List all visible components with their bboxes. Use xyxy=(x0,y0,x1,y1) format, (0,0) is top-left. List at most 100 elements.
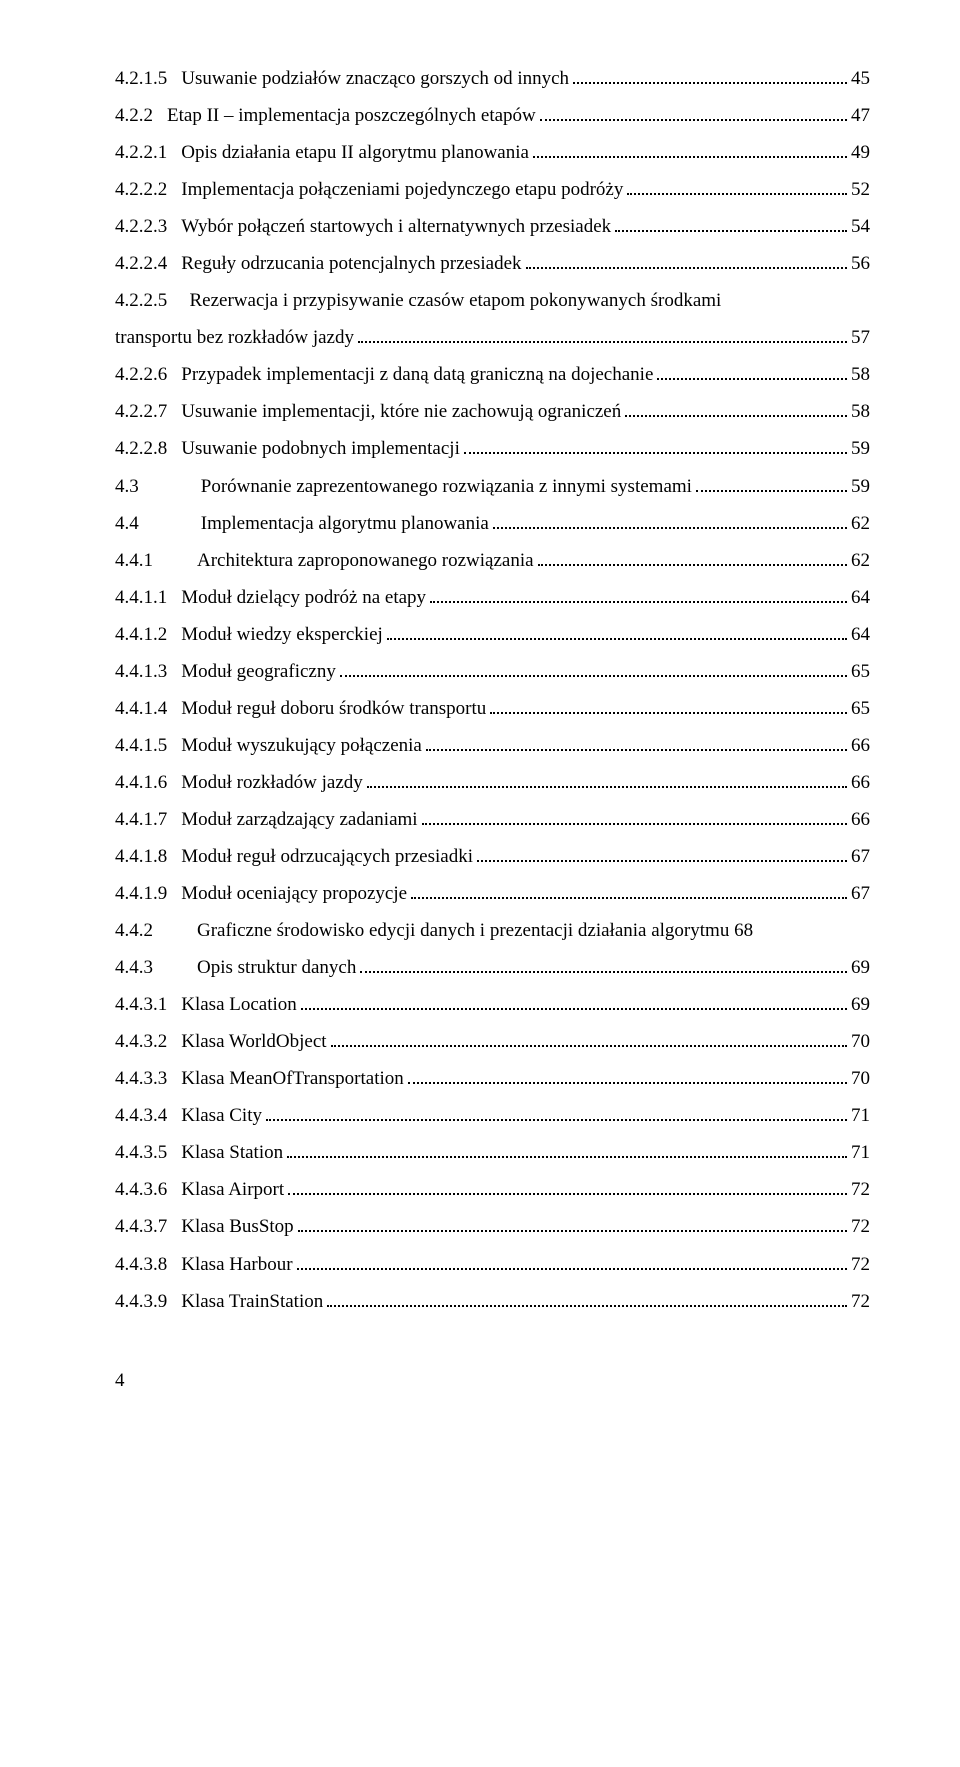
toc-leader-dots xyxy=(367,771,847,788)
toc-entry: 4.4.1.3Moduł geograficzny65 xyxy=(115,653,870,690)
toc-title: Moduł wiedzy eksperckiej xyxy=(181,616,383,653)
toc-entry: 4.4.3.7Klasa BusStop72 xyxy=(115,1208,870,1245)
toc-leader-dots xyxy=(331,1030,847,1047)
toc-number: 4.2.2 xyxy=(115,97,167,134)
toc-page-number: 67 xyxy=(851,838,870,875)
toc-entry: 4.2.2.1Opis działania etapu II algorytmu… xyxy=(115,134,870,171)
toc-number: 4.4.3.2 xyxy=(115,1023,181,1060)
toc-page-number: 62 xyxy=(851,542,870,579)
toc-title: Usuwanie podziałów znacząco gorszych od … xyxy=(181,60,569,97)
toc-number: 4.2.2.4 xyxy=(115,245,181,282)
toc-leader-dots xyxy=(526,252,847,269)
toc-page-number: 71 xyxy=(851,1134,870,1171)
toc-entry: 4.4.3Opis struktur danych69 xyxy=(115,949,870,986)
toc-title: Klasa BusStop xyxy=(181,1208,293,1245)
toc-number: 4.2.2.3 xyxy=(115,208,181,245)
toc-number: 4.2.1.5 xyxy=(115,60,181,97)
toc-title-cont: transportu bez rozkładów jazdy xyxy=(115,319,354,356)
toc-title: Przypadek implementacji z daną datą gran… xyxy=(181,356,653,393)
toc-number: 4.4.1.2 xyxy=(115,616,181,653)
toc-number: 4.4.1.3 xyxy=(115,653,181,690)
toc-page-number: 45 xyxy=(851,60,870,97)
toc-entry: 4.2.1.5Usuwanie podziałów znacząco gorsz… xyxy=(115,60,870,97)
toc-title: Klasa WorldObject xyxy=(181,1023,326,1060)
toc-leader-dots xyxy=(430,585,847,602)
toc-number: 4.4.3.6 xyxy=(115,1171,181,1208)
toc-leader-dots xyxy=(288,1178,847,1195)
toc-title: Klasa Location xyxy=(181,986,297,1023)
toc-leader-dots xyxy=(625,400,847,417)
toc-entry: 4.4.3.1Klasa Location69 xyxy=(115,986,870,1023)
toc-page-number: 64 xyxy=(851,579,870,616)
toc-leader-dots xyxy=(298,1215,847,1232)
toc-title: Reguły odrzucania potencjalnych przesiad… xyxy=(181,245,521,282)
toc-page-number: 72 xyxy=(851,1208,870,1245)
toc-entry: 4.4.3.8Klasa Harbour 72 xyxy=(115,1246,870,1283)
toc-title: Klasa Station xyxy=(181,1134,283,1171)
toc-page-number: 58 xyxy=(851,356,870,393)
toc-page-number: 67 xyxy=(851,875,870,912)
toc-page-number: 59 xyxy=(851,468,870,505)
toc-list: 4.2.1.5Usuwanie podziałów znacząco gorsz… xyxy=(115,60,870,1320)
toc-leader-dots xyxy=(696,474,847,491)
toc-leader-dots xyxy=(387,623,847,640)
toc-title: Klasa MeanOfTransportation xyxy=(181,1060,404,1097)
toc-entry: 4.4.1.8Moduł reguł odrzucających przesia… xyxy=(115,838,870,875)
toc-leader-dots xyxy=(573,67,847,84)
toc-entry: 4.4Implementacja algorytmu planowania62 xyxy=(115,505,870,542)
toc-number: 4.4.3.8 xyxy=(115,1246,181,1283)
toc-entry: 4.4.1.2Moduł wiedzy eksperckiej 64 xyxy=(115,616,870,653)
toc-title: Moduł oceniający propozycje xyxy=(181,875,407,912)
toc-title: Moduł rozkładów jazdy xyxy=(181,764,363,801)
toc-number: 4.3 xyxy=(115,468,201,505)
toc-title: Klasa City xyxy=(181,1097,262,1134)
toc-title: Moduł geograficzny xyxy=(181,653,336,690)
toc-title: Opis działania etapu II algorytmu planow… xyxy=(181,134,529,171)
toc-entry: 4.4.1.1Moduł dzielący podróż na etapy64 xyxy=(115,579,870,616)
toc-entry: 4.2.2.6Przypadek implementacji z daną da… xyxy=(115,356,870,393)
toc-leader-dots xyxy=(493,511,847,528)
toc-page-number: 56 xyxy=(851,245,870,282)
toc-leader-dots xyxy=(477,845,847,862)
toc-entry: 4.2.2.5 Rezerwacja i przypisywanie czasó… xyxy=(115,282,870,356)
toc-leader-dots xyxy=(297,1252,847,1269)
toc-entry: 4.4.1Architektura zaproponowanego rozwią… xyxy=(115,542,870,579)
toc-title: Graficzne środowisko edycji danych i pre… xyxy=(197,912,729,949)
toc-leader-dots xyxy=(540,104,847,121)
toc-page-number: 66 xyxy=(851,801,870,838)
toc-number: 4.2.2.6 xyxy=(115,356,181,393)
toc-page-number: 64 xyxy=(851,616,870,653)
toc-leader-dots xyxy=(408,1067,847,1084)
toc-entry: 4.4.1.4Moduł reguł doboru środków transp… xyxy=(115,690,870,727)
toc-number: 4.4.3.5 xyxy=(115,1134,181,1171)
toc-leader-dots xyxy=(464,437,847,454)
toc-page-number: 69 xyxy=(851,986,870,1023)
toc-page-number: 62 xyxy=(851,505,870,542)
toc-leader-dots xyxy=(490,697,847,714)
toc-title: Moduł reguł doboru środków transportu xyxy=(181,690,486,727)
toc-entry: 4.4.1.7Moduł zarządzający zadaniami 66 xyxy=(115,801,870,838)
toc-number: 4.4.1.7 xyxy=(115,801,181,838)
toc-page-number: 66 xyxy=(851,764,870,801)
toc-title: Klasa Harbour xyxy=(181,1246,292,1283)
toc-page-number: 68 xyxy=(734,912,753,949)
toc-title: Implementacja algorytmu planowania xyxy=(201,505,489,542)
toc-leader-dots xyxy=(627,178,847,195)
toc-page-number: 72 xyxy=(851,1283,870,1320)
toc-number: 4.2.2.7 xyxy=(115,393,181,430)
toc-entry: 4.3Porównanie zaprezentowanego rozwiązan… xyxy=(115,468,870,505)
toc-entry: 4.2.2.4Reguły odrzucania potencjalnych p… xyxy=(115,245,870,282)
toc-entry: 4.2.2Etap II – implementacja poszczególn… xyxy=(115,97,870,134)
toc-title: Architektura zaproponowanego rozwiązania xyxy=(197,542,534,579)
toc-title: Moduł zarządzający zadaniami xyxy=(181,801,417,838)
toc-leader-dots xyxy=(657,363,847,380)
toc-number: 4.4.3.3 xyxy=(115,1060,181,1097)
toc-number: 4.4.1.4 xyxy=(115,690,181,727)
toc-leader-dots xyxy=(327,1289,847,1306)
toc-entry: 4.4.3.6Klasa Airport72 xyxy=(115,1171,870,1208)
toc-number: 4.4.1.1 xyxy=(115,579,181,616)
toc-leader-dots xyxy=(287,1141,847,1158)
toc-page-number: 70 xyxy=(851,1060,870,1097)
toc-page-number: 72 xyxy=(851,1246,870,1283)
toc-page-number: 65 xyxy=(851,690,870,727)
